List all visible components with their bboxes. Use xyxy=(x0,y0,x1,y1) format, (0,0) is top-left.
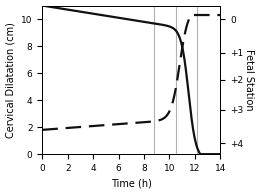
Y-axis label: Cervical Dilatation (cm): Cervical Dilatation (cm) xyxy=(5,22,16,138)
X-axis label: Time (h): Time (h) xyxy=(111,178,152,188)
Y-axis label: Fetal Station: Fetal Station xyxy=(244,49,255,111)
